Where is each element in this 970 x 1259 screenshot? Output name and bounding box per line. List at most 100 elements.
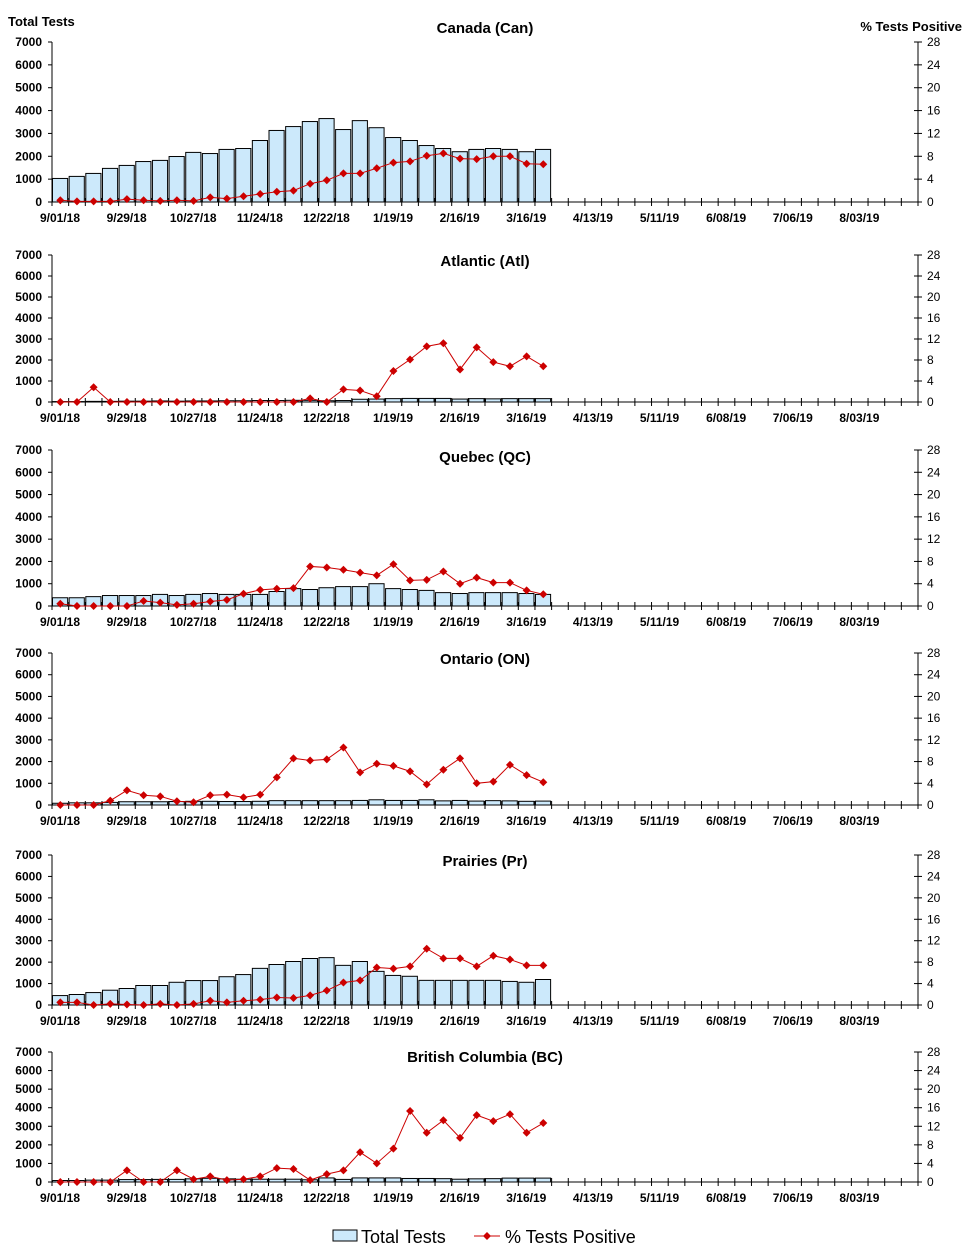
x-tick-label: 8/03/19: [839, 411, 879, 425]
point-pct-positive: [372, 164, 381, 173]
point-pct-positive: [289, 584, 298, 593]
x-tick-label: 3/16/19: [506, 814, 546, 828]
bar-total-tests: [534, 148, 552, 203]
y2-tick-label: 0: [927, 798, 934, 812]
point-pct-positive: [356, 768, 365, 777]
x-tick-label: 11/24/18: [237, 211, 283, 225]
panel-title: Prairies (Pr): [442, 853, 527, 870]
y2-tick-label: 16: [927, 711, 941, 725]
point-pct-positive: [539, 778, 548, 787]
point-pct-positive: [56, 1178, 65, 1186]
y2-tick-label: 0: [927, 599, 934, 613]
y-tick-label: 2000: [15, 1138, 42, 1152]
y-tick-label: 4000: [15, 912, 42, 926]
y2-tick-label: 20: [927, 891, 941, 905]
y-tick-label: 2000: [15, 353, 42, 367]
point-pct-positive: [239, 996, 248, 1005]
point-pct-positive: [322, 986, 331, 995]
point-pct-positive: [439, 149, 448, 158]
bar-total-tests: [368, 583, 385, 607]
point-pct-positive: [239, 793, 248, 802]
point-pct-positive: [72, 1178, 81, 1186]
y-tick-label: 7000: [15, 1045, 42, 1059]
y-tick-label: 0: [35, 195, 42, 209]
point-pct-positive: [172, 398, 181, 406]
bar-total-tests: [501, 800, 518, 806]
point-pct-positive: [522, 1128, 531, 1137]
bar-total-tests: [518, 800, 535, 806]
x-tick-label: 10/27/18: [170, 211, 217, 225]
bar-total-tests: [418, 799, 435, 806]
y2-tick-label: 20: [927, 290, 941, 304]
point-pct-positive: [272, 584, 281, 593]
point-pct-positive: [389, 1144, 398, 1153]
x-tick-label: 6/08/19: [706, 814, 746, 828]
y2-tick-label: 4: [927, 776, 934, 790]
point-pct-positive: [89, 1001, 98, 1009]
x-tick-label: 9/29/18: [107, 1191, 147, 1205]
y2-tick-label: 8: [927, 1138, 934, 1152]
y2-tick-label: 4: [927, 172, 934, 186]
y2-tick-label: 0: [927, 395, 934, 409]
point-pct-positive: [339, 743, 348, 752]
y2-tick-label: 20: [927, 488, 941, 502]
x-tick-label: 6/08/19: [706, 211, 746, 225]
bar-total-tests: [418, 1177, 435, 1183]
y2-tick-label: 24: [927, 869, 941, 883]
x-tick-label: 1/19/19: [373, 211, 413, 225]
y-tick-label: 3000: [15, 1119, 42, 1133]
panel-title: Canada (Can): [437, 20, 534, 37]
point-pct-positive: [189, 398, 198, 406]
x-tick-label: 9/29/18: [107, 1014, 147, 1028]
y-tick-label: 7000: [15, 646, 42, 660]
line-pct-positive: [60, 1109, 544, 1183]
y2-tick-label: 4: [927, 577, 934, 591]
bar-total-tests: [485, 979, 502, 1006]
panel-3: Ontario (ON) 0 1000 2000 3000 4000 5000 6000 700…: [15, 646, 940, 828]
bar-total-tests: [368, 1177, 385, 1183]
y-tick-label: 0: [35, 395, 42, 409]
point-pct-positive: [156, 196, 165, 205]
bar-total-tests: [435, 592, 452, 607]
point-pct-positive: [106, 796, 115, 805]
point-pct-positive: [222, 595, 231, 604]
x-tick-label: 5/11/19: [640, 211, 680, 225]
point-pct-positive: [356, 1148, 365, 1157]
bar-total-tests: [418, 397, 435, 403]
x-tick-label: 8/03/19: [839, 1191, 879, 1205]
point-pct-positive: [322, 398, 331, 406]
bar-total-tests: [351, 799, 368, 806]
bar-total-tests: [385, 799, 402, 806]
bar-total-tests: [501, 592, 518, 607]
y2-tick-label: 8: [927, 149, 934, 163]
bar-total-tests: [418, 589, 435, 607]
x-tick-label: 2/16/19: [440, 615, 480, 629]
y-tick-label: 0: [35, 798, 42, 812]
bar-total-tests: [485, 800, 502, 806]
x-tick-label: 10/27/18: [170, 1191, 217, 1205]
bar-total-tests: [501, 1177, 518, 1183]
point-pct-positive: [106, 398, 115, 406]
bar-total-tests: [418, 979, 435, 1006]
bar-total-tests: [101, 167, 119, 203]
point-pct-positive: [472, 155, 481, 164]
point-pct-positive: [389, 560, 398, 569]
point-pct-positive: [439, 1116, 448, 1125]
y2-tick-label: 24: [927, 668, 941, 682]
point-pct-positive: [372, 759, 381, 768]
x-tick-label: 9/01/18: [40, 1014, 80, 1028]
bar-total-tests: [318, 957, 335, 1006]
point-pct-positive: [239, 1175, 248, 1184]
x-tick-label: 9/29/18: [107, 814, 147, 828]
point-pct-positive: [106, 602, 115, 610]
point-pct-positive: [139, 398, 148, 406]
x-tick-label: 9/01/18: [40, 615, 80, 629]
bar-total-tests: [435, 397, 452, 403]
point-pct-positive: [139, 1001, 148, 1009]
point-pct-positive: [72, 602, 81, 610]
bar-total-tests: [534, 800, 552, 806]
point-pct-positive: [206, 193, 215, 202]
point-pct-positive: [222, 998, 231, 1007]
point-pct-positive: [505, 1110, 514, 1119]
point-pct-positive: [89, 383, 98, 392]
